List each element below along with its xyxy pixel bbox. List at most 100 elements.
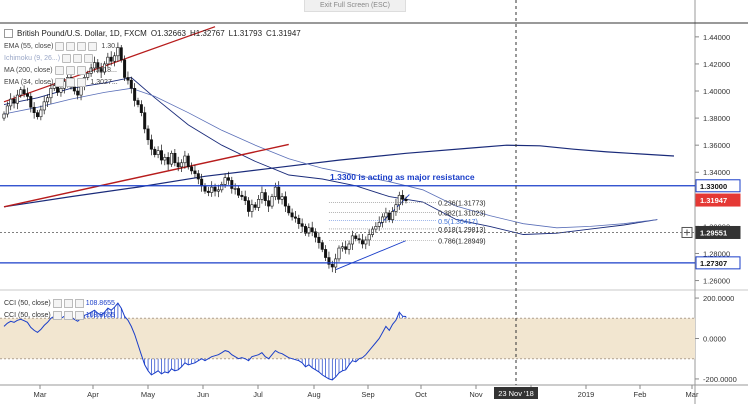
candle-body — [283, 196, 287, 207]
candle — [277, 181, 281, 204]
candle — [354, 233, 358, 242]
candle-body — [49, 88, 53, 99]
cci-value: 108.8655 — [85, 300, 115, 307]
close-icon[interactable] — [74, 311, 84, 320]
candle-body — [35, 112, 39, 118]
price-tag: 1.27307 — [695, 256, 741, 270]
candle — [404, 196, 408, 204]
settings-icon[interactable] — [65, 66, 75, 75]
close-icon[interactable] — [84, 54, 94, 63]
legend-ema-34[interactable]: EMA (34, close) 1.3027... — [4, 77, 120, 88]
legend-ema-55[interactable]: EMA (55, close) 1.30... — [4, 41, 123, 52]
cci-legend-1[interactable]: CCI (50, close) 108.8655 — [4, 299, 115, 308]
close-icon[interactable] — [74, 299, 84, 308]
visibility-icon[interactable] — [55, 42, 65, 51]
ma-200-line — [3, 144, 675, 208]
legend-ichimoku[interactable]: Ichimoku (9, 26...) — [4, 53, 94, 64]
candle-body — [103, 63, 107, 73]
visibility-icon[interactable] — [52, 299, 62, 308]
candle — [364, 236, 368, 250]
candle — [391, 207, 395, 224]
candle — [350, 230, 354, 250]
price-tag-bg — [695, 179, 741, 193]
close-icon[interactable] — [76, 66, 86, 75]
exit-fullscreen-button[interactable]: Exit Full Screen (ESC) — [304, 0, 406, 12]
candle-body — [223, 177, 227, 185]
candle-body — [287, 205, 291, 214]
horizontal-lines-layer — [0, 185, 695, 264]
candle-body — [42, 101, 46, 111]
price-tag-bg — [695, 193, 741, 207]
candle-body — [86, 73, 90, 78]
visibility-icon[interactable] — [54, 66, 64, 75]
candle-body — [370, 228, 374, 235]
candle-body — [76, 90, 80, 96]
ohlc-low: L1.31793 — [228, 29, 263, 38]
candle — [92, 56, 96, 73]
visibility-icon[interactable] — [55, 78, 65, 87]
candle — [320, 239, 324, 253]
more-icon[interactable] — [88, 42, 98, 51]
candle-body — [360, 239, 364, 245]
candle — [260, 186, 264, 204]
candle — [240, 190, 244, 201]
legend-ma-200[interactable]: MA (200, close) 1.3518... — [4, 65, 119, 76]
candle — [35, 109, 39, 120]
price-tag: 1.33000 — [695, 179, 741, 193]
settings-icon[interactable] — [63, 311, 73, 320]
candle — [226, 171, 230, 185]
candle — [206, 186, 210, 197]
candle — [370, 226, 374, 238]
crosshair-date-label: 23 Nov '18 — [498, 389, 534, 398]
symbol-title: British Pound/U.S. Dollar, 1D, FXCM — [17, 29, 147, 38]
settings-icon[interactable] — [66, 78, 76, 87]
candle — [287, 203, 291, 216]
candle — [183, 150, 187, 169]
x-tick-label: Sep — [361, 390, 374, 399]
fibonacci-layer: 0.236(1.31773) 0.382(1.31023)0.5(1.30417)… — [328, 200, 486, 246]
settings-icon[interactable] — [73, 54, 83, 63]
candle — [96, 59, 100, 74]
candle — [106, 52, 110, 68]
x-tick-label: Feb — [634, 390, 647, 399]
visibility-icon[interactable] — [52, 311, 62, 320]
candle-body — [367, 234, 371, 241]
candle — [216, 184, 220, 198]
upper-red-trendline — [3, 26, 216, 103]
candle-body — [267, 200, 271, 207]
candle — [253, 202, 257, 211]
blue-upper-trendline — [378, 194, 410, 226]
candle-body — [290, 212, 294, 218]
candle-body — [9, 98, 13, 107]
x-tick-label: 2019 — [578, 390, 595, 399]
candle-body — [347, 243, 351, 250]
candle — [257, 194, 261, 211]
candle-body — [59, 88, 63, 93]
x-tick-label: May — [141, 390, 155, 399]
collapse-icon[interactable] — [4, 29, 13, 38]
candle — [32, 102, 36, 119]
cci-legend-2[interactable]: CCI (50, close) 108.8655 — [4, 311, 115, 320]
candle — [381, 213, 385, 228]
close-icon[interactable] — [77, 42, 87, 51]
candle — [250, 199, 254, 218]
candle-body — [156, 150, 160, 155]
settings-icon[interactable] — [63, 299, 73, 308]
candle-body — [186, 155, 190, 168]
candle-body — [247, 200, 251, 212]
candle-body — [320, 242, 324, 250]
settings-icon[interactable] — [66, 42, 76, 51]
x-tick-label: Oct — [415, 390, 428, 399]
candle-body — [200, 178, 204, 187]
close-icon[interactable] — [77, 78, 87, 87]
legend-value: 1.3518... — [89, 67, 117, 74]
candle — [377, 216, 381, 231]
visibility-icon[interactable] — [62, 54, 72, 63]
candle-body — [170, 152, 174, 165]
y-tick-label: 1.38000 — [703, 114, 730, 123]
candle — [146, 125, 150, 145]
candle-body — [226, 177, 230, 181]
candle-body — [22, 89, 26, 95]
